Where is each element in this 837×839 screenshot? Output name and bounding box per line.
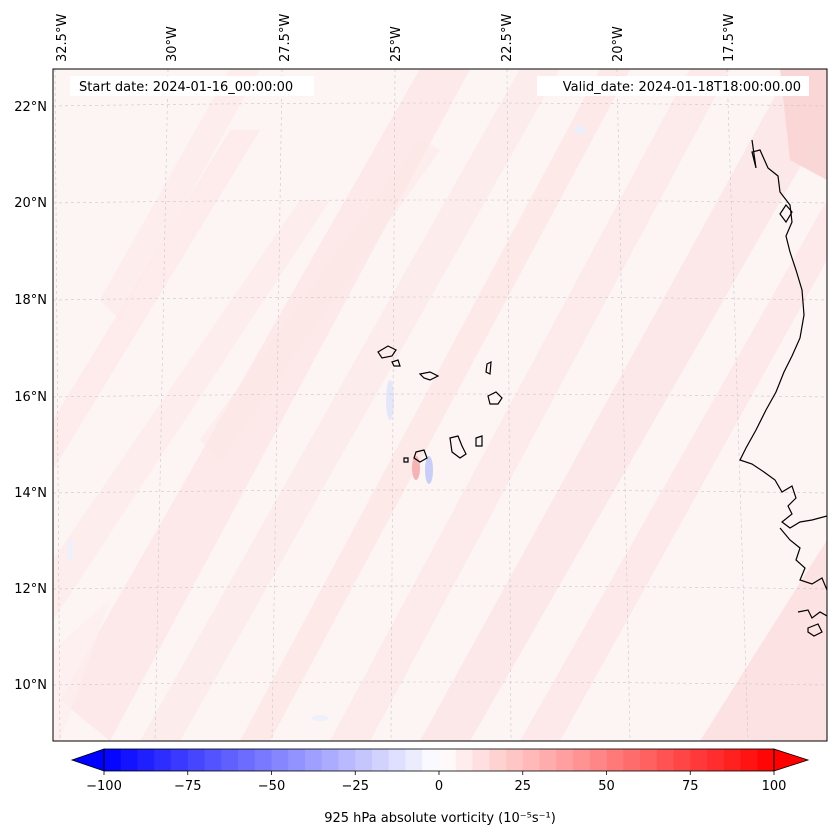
lon-label: 20°W: [611, 26, 626, 62]
colorbar-segment: [120, 749, 138, 771]
africa-coastline: [739, 139, 827, 529]
colorbar-segment: [422, 749, 440, 771]
colorbar-segment: [338, 749, 356, 771]
lat-label: 14°N: [14, 486, 47, 501]
map-panel: Start date: 2024-01-16_00:00:00 Valid_da…: [14, 14, 828, 742]
island-santiago: [449, 435, 467, 459]
colorbar-segment: [690, 749, 708, 771]
colorbar-segment: [723, 749, 741, 771]
start-date-label: Start date: 2024-01-16_00:00:00: [79, 80, 293, 95]
lat-label: 18°N: [14, 293, 47, 308]
island-santo-antao: [377, 345, 397, 359]
colorbar-segment: [187, 749, 205, 771]
lat-label: 22°N: [14, 100, 47, 115]
colorbar-segment: [623, 749, 641, 771]
colorbar-segment: [137, 749, 155, 771]
colorbar-segment: [405, 749, 423, 771]
colorbar-min-extend-arrow: [70, 748, 105, 772]
lon-label: 32.5°W: [55, 14, 70, 62]
colorbar-segment: [171, 749, 189, 771]
colorbar-segment: [104, 749, 122, 771]
colorbar-tick-label: 25: [514, 779, 531, 794]
colorbar-segment: [673, 749, 691, 771]
lon-label: 25°W: [389, 26, 404, 62]
colorbar-segment: [656, 749, 674, 771]
colorbar-segment: [640, 749, 658, 771]
lat-label: 20°N: [14, 196, 47, 211]
colorbar-tick-label: 50: [598, 779, 615, 794]
coastline: [739, 139, 827, 637]
colorbar-segment: [439, 749, 457, 771]
colorbar-segment: [154, 749, 172, 771]
colorbar-tick-label: −75: [174, 779, 201, 794]
colorbar-tick-label: −25: [342, 779, 369, 794]
colorbar-label: 925 hPa absolute vorticity (10⁻⁵s⁻¹): [324, 811, 556, 826]
lon-label: 30°W: [165, 26, 180, 62]
colorbar-ticks: −100 −75 −50 −25 0 25 50 75 100: [86, 771, 786, 794]
colorbar-segment: [355, 749, 373, 771]
colorbar-segment: [305, 749, 323, 771]
lon-label: 17.5°W: [722, 14, 737, 62]
valid-date-box: [537, 76, 809, 96]
island-brava: [403, 457, 409, 463]
colorbar-max-extend-arrow: [773, 748, 810, 772]
start-date-box: [70, 76, 314, 96]
colorbar-segment: [589, 749, 607, 771]
map-frame: [52, 68, 828, 742]
colorbar-segment: [388, 749, 406, 771]
island-sal: [485, 360, 492, 375]
colorbar-tick-label: 0: [435, 779, 443, 794]
colorbar-segment: [288, 749, 306, 771]
lat-label: 12°N: [14, 582, 47, 597]
colorbar-segment: [539, 749, 557, 771]
island-sao-nicolau: [418, 371, 440, 381]
colorbar-segment: [489, 749, 507, 771]
colorbar-segment: [321, 749, 339, 771]
lat-label: 16°N: [14, 390, 47, 405]
island-boa-vista: [487, 391, 503, 405]
longitude-labels: 32.5°W 30°W 27.5°W 25°W 22.5°W 20°W 17.5…: [55, 14, 737, 62]
colorbar-tick-label: −50: [258, 779, 285, 794]
valid-date-label: Valid_date: 2024-01-18T18:00:00.00: [563, 80, 801, 95]
colorbar-segment: [254, 749, 272, 771]
colorbar-segment: [372, 749, 390, 771]
colorbar-segment: [506, 749, 524, 771]
graticule: [53, 69, 827, 741]
colorbar-segment: [573, 749, 591, 771]
colorbar-segment: [455, 749, 473, 771]
colorbar-segment: [556, 749, 574, 771]
colorbar-segments: [104, 749, 775, 771]
colorbar: −100 −75 −50 −25 0 25 50 75 100 925 hPa absolute…: [70, 748, 810, 826]
lon-label: 27.5°W: [278, 14, 293, 62]
lat-label: 10°N: [14, 678, 47, 693]
colorbar-tick-label: 75: [682, 779, 699, 794]
colorbar-segment: [238, 749, 256, 771]
colorbar-segment: [271, 749, 289, 771]
island-maio: [475, 435, 483, 447]
island-fogo: [413, 449, 428, 463]
colorbar-segment: [707, 749, 725, 771]
latitude-labels: 22°N 20°N 18°N 16°N 14°N 12°N 10°N: [14, 100, 47, 693]
cape-verde-islands: [377, 345, 503, 463]
colorbar-segment: [757, 749, 775, 771]
colorbar-segment: [740, 749, 758, 771]
island-sao-vicente: [391, 359, 401, 367]
vorticity-field: [53, 69, 827, 741]
lon-label: 22.5°W: [500, 14, 515, 62]
colorbar-segment: [221, 749, 239, 771]
colorbar-segment: [204, 749, 222, 771]
colorbar-segment: [472, 749, 490, 771]
colorbar-segment: [606, 749, 624, 771]
colorbar-tick-label: 100: [762, 779, 787, 794]
colorbar-segment: [522, 749, 540, 771]
colorbar-tick-label: −100: [86, 779, 122, 794]
